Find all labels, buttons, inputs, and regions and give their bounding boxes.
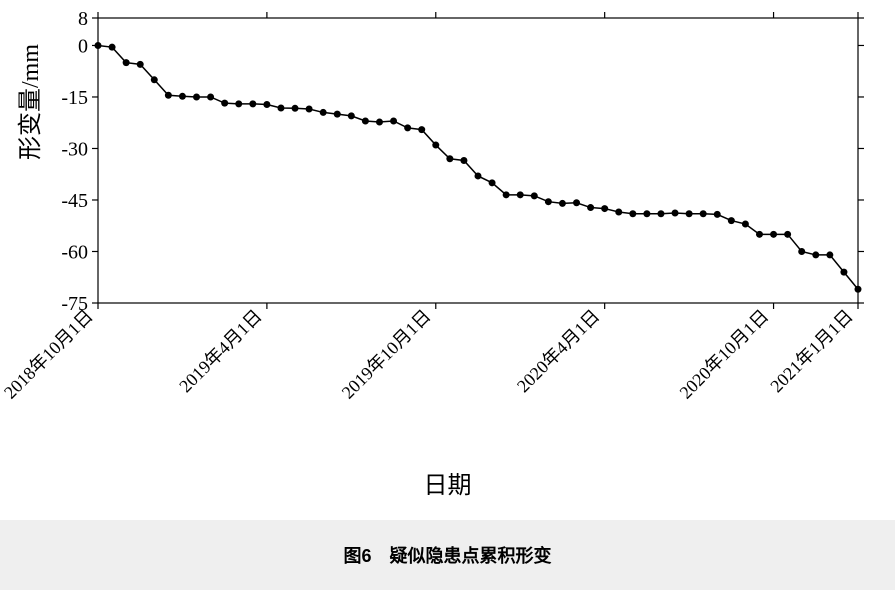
x-tick-label: 2021年1月1日 <box>766 306 857 397</box>
figure-caption: 图6 疑似隐患点累积形变 <box>343 546 551 566</box>
y-tick-label: -45 <box>61 190 88 212</box>
y-tick-label: 8 <box>78 8 88 30</box>
figure-caption-bar: 图6 疑似隐患点累积形变 <box>0 520 895 590</box>
x-tick-label: 2020年4月1日 <box>513 306 604 397</box>
y-tick-label: 0 <box>78 35 88 57</box>
chart-svg: 80-15-30-45-60-752018年10月1日2019年4月1日2019… <box>0 0 895 520</box>
figure-wrap: 80-15-30-45-60-752018年10月1日2019年4月1日2019… <box>0 0 895 590</box>
x-tick-label: 2020年10月1日 <box>676 306 773 403</box>
x-tick-label: 2018年10月1日 <box>0 306 97 403</box>
x-tick-label: 2019年10月1日 <box>338 306 435 403</box>
chart-area: 80-15-30-45-60-752018年10月1日2019年4月1日2019… <box>0 0 895 520</box>
y-tick-label: -30 <box>61 138 88 160</box>
y-tick-label: -60 <box>61 241 88 263</box>
x-axis-label: 日期 <box>0 465 895 500</box>
x-tick-label: 2019年4月1日 <box>175 306 266 397</box>
y-axis-label: 形变量/mm <box>10 44 45 160</box>
y-tick-label: -15 <box>61 87 88 109</box>
